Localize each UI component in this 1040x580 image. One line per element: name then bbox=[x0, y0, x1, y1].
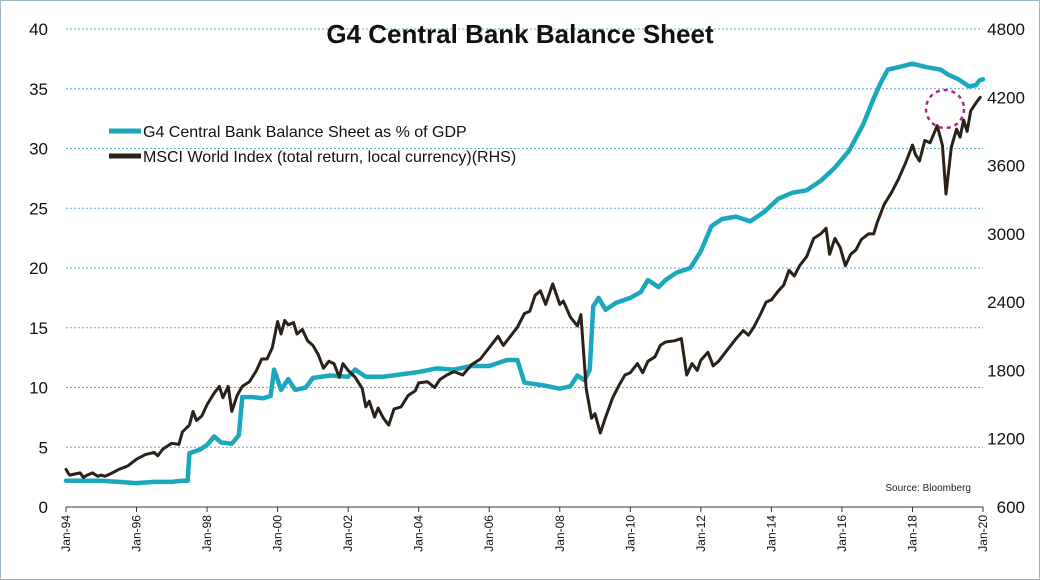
series-line-msci bbox=[64, 95, 982, 479]
y-left-tick-label: 30 bbox=[29, 140, 48, 159]
y-right-tick-label: 4200 bbox=[987, 88, 1025, 107]
x-axis-ticks: Jan-94 Jan-96 Jan-98 Jan-00 Jan-02 Jan-04 Jan-… bbox=[59, 515, 990, 552]
series-line-g4 bbox=[63, 61, 986, 486]
x-tick-label: Jan-02 bbox=[341, 515, 355, 552]
y-right-tick-label: 3600 bbox=[987, 157, 1025, 176]
y-right-tick-label: 1200 bbox=[987, 430, 1025, 449]
y-right-tick-label: 3000 bbox=[987, 225, 1025, 244]
x-tick-label: Jan-00 bbox=[271, 515, 285, 552]
highlight-circle bbox=[924, 88, 966, 130]
y-left-tick-label: 40 bbox=[29, 20, 48, 39]
y-left-tick-label: 25 bbox=[29, 199, 48, 218]
y-right-tick-label: 600 bbox=[997, 498, 1025, 517]
y-left-tick-label: 10 bbox=[29, 379, 48, 398]
x-tick-label: Jan-98 bbox=[200, 515, 214, 552]
series-lines bbox=[63, 61, 986, 486]
y-left-tick-label: 15 bbox=[29, 319, 48, 338]
y-right-tick-label: 4800 bbox=[987, 20, 1025, 39]
x-tick-label: Jan-20 bbox=[976, 515, 990, 552]
y-left-tick-label: 35 bbox=[29, 80, 48, 99]
x-tick-label: Jan-04 bbox=[412, 515, 426, 552]
x-tick-label: Jan-14 bbox=[764, 515, 778, 552]
x-tick-label: Jan-16 bbox=[835, 515, 849, 552]
y-axis-right-ticks: 600 1200 1800 2400 3000 3600 4200 4800 bbox=[987, 20, 1025, 517]
y-left-tick-label: 0 bbox=[39, 498, 48, 517]
legend: G4 Central Bank Balance Sheet as % of GD… bbox=[109, 124, 516, 166]
y-left-tick-label: 20 bbox=[29, 259, 48, 278]
x-tick-label: Jan-94 bbox=[59, 515, 73, 552]
legend-label-g4: G4 Central Bank Balance Sheet as % of GD… bbox=[143, 124, 467, 141]
legend-label-msci: MSCI World Index (total return, local cu… bbox=[143, 149, 516, 166]
x-tick-label: Jan-12 bbox=[694, 515, 708, 552]
y-right-tick-label: 2400 bbox=[987, 293, 1025, 312]
x-tick-label: Jan-10 bbox=[623, 515, 637, 552]
x-tick-label: Jan-06 bbox=[482, 515, 496, 552]
y-axis-left-ticks: 0 5 10 15 20 25 30 35 40 bbox=[29, 20, 48, 517]
x-tick-label: Jan-18 bbox=[905, 515, 919, 552]
y-left-tick-label: 5 bbox=[39, 438, 48, 457]
source-note: Source: Bloomberg bbox=[885, 483, 971, 494]
y-right-tick-label: 1800 bbox=[987, 361, 1025, 380]
x-tick-label: Jan-08 bbox=[553, 515, 567, 552]
chart-title: G4 Central Bank Balance Sheet bbox=[326, 19, 714, 49]
axes bbox=[65, 506, 984, 512]
x-tick-label: Jan-96 bbox=[130, 515, 144, 552]
